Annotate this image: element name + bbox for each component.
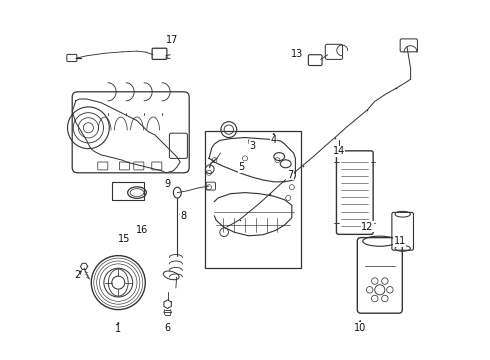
Text: 11: 11 [393, 236, 406, 246]
Text: 1: 1 [115, 324, 122, 334]
Text: 3: 3 [249, 141, 255, 151]
Bar [112, 182, 144, 200]
Text: 5: 5 [238, 162, 245, 172]
Text: 8: 8 [181, 211, 187, 221]
Text: 15: 15 [118, 234, 130, 244]
Text: 14: 14 [333, 146, 345, 156]
Text: 10: 10 [354, 323, 367, 333]
Text: 4: 4 [271, 135, 277, 145]
Text: 17: 17 [166, 35, 178, 45]
Bar [205, 131, 301, 268]
Text: 16: 16 [136, 225, 148, 235]
Text: 7: 7 [287, 170, 293, 180]
Text: 2: 2 [74, 270, 80, 280]
Text: 6: 6 [165, 323, 171, 333]
Text: 12: 12 [361, 222, 373, 232]
Text: 9: 9 [165, 179, 171, 189]
Text: 13: 13 [291, 49, 303, 59]
